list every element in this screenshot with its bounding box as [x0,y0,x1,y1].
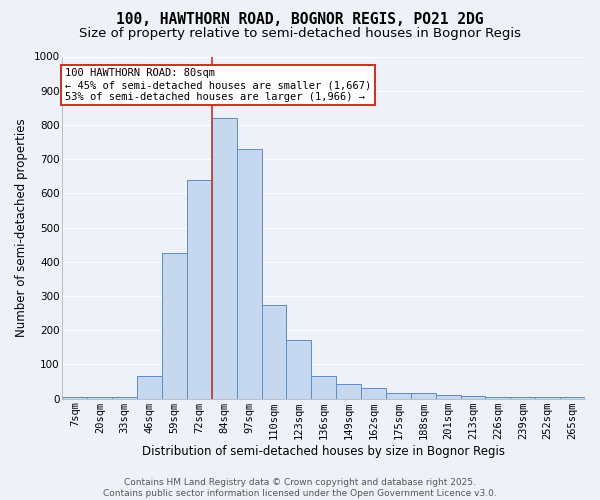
Bar [236,149,262,398]
Bar [535,397,560,398]
Bar [336,384,361,398]
X-axis label: Distribution of semi-detached houses by size in Bognor Regis: Distribution of semi-detached houses by … [142,444,505,458]
Text: Contains HM Land Registry data © Crown copyright and database right 2025.
Contai: Contains HM Land Registry data © Crown c… [103,478,497,498]
Bar [361,388,386,398]
Bar [411,392,436,398]
Bar [311,376,336,398]
Bar [187,180,212,398]
Bar [511,397,535,398]
Text: 100 HAWTHORN ROAD: 80sqm
← 45% of semi-detached houses are smaller (1,667)
53% o: 100 HAWTHORN ROAD: 80sqm ← 45% of semi-d… [65,68,371,102]
Bar [62,397,88,398]
Bar [262,304,286,398]
Bar [560,397,585,398]
Y-axis label: Number of semi-detached properties: Number of semi-detached properties [15,118,28,337]
Bar [436,395,461,398]
Bar [386,392,411,398]
Bar [137,376,162,398]
Bar [162,253,187,398]
Text: Size of property relative to semi-detached houses in Bognor Regis: Size of property relative to semi-detach… [79,28,521,40]
Text: 100, HAWTHORN ROAD, BOGNOR REGIS, PO21 2DG: 100, HAWTHORN ROAD, BOGNOR REGIS, PO21 2… [116,12,484,28]
Bar [461,396,485,398]
Bar [88,397,112,398]
Bar [485,397,511,398]
Bar [112,397,137,398]
Bar [212,118,236,398]
Bar [286,340,311,398]
